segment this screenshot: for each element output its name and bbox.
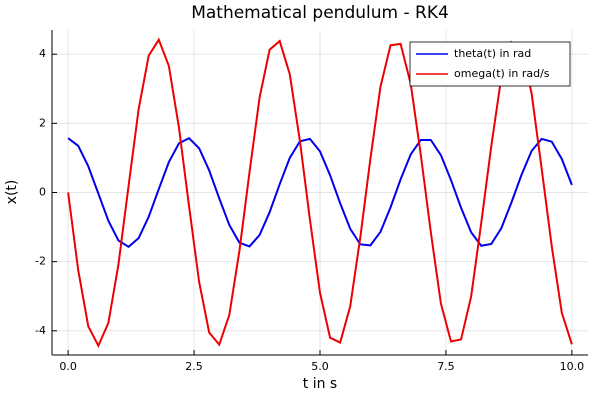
x-tick-label: 0.0 <box>59 360 77 373</box>
y-axis-label: x(t) <box>4 180 20 205</box>
y-tick-label: 4 <box>39 47 46 60</box>
x-tick-label: 10.0 <box>560 360 585 373</box>
legend-label: omega(t) in rad/s <box>454 67 550 80</box>
y-tick-label: 0 <box>39 186 46 199</box>
x-tick-label: 2.5 <box>185 360 203 373</box>
series-line <box>67 37 573 348</box>
x-axis-label: t in s <box>303 376 337 392</box>
legend-label: theta(t) in rad <box>454 47 531 60</box>
series-line <box>67 136 573 249</box>
y-tick-label: -4 <box>35 324 46 337</box>
chart-title: Mathematical pendulum - RK4 <box>191 3 449 23</box>
y-tick-label: 2 <box>39 116 46 129</box>
legend-box <box>409 41 571 87</box>
y-tick-label: -2 <box>35 255 46 268</box>
x-tick-label: 5.0 <box>311 360 329 373</box>
x-tick-label: 7.5 <box>437 360 455 373</box>
